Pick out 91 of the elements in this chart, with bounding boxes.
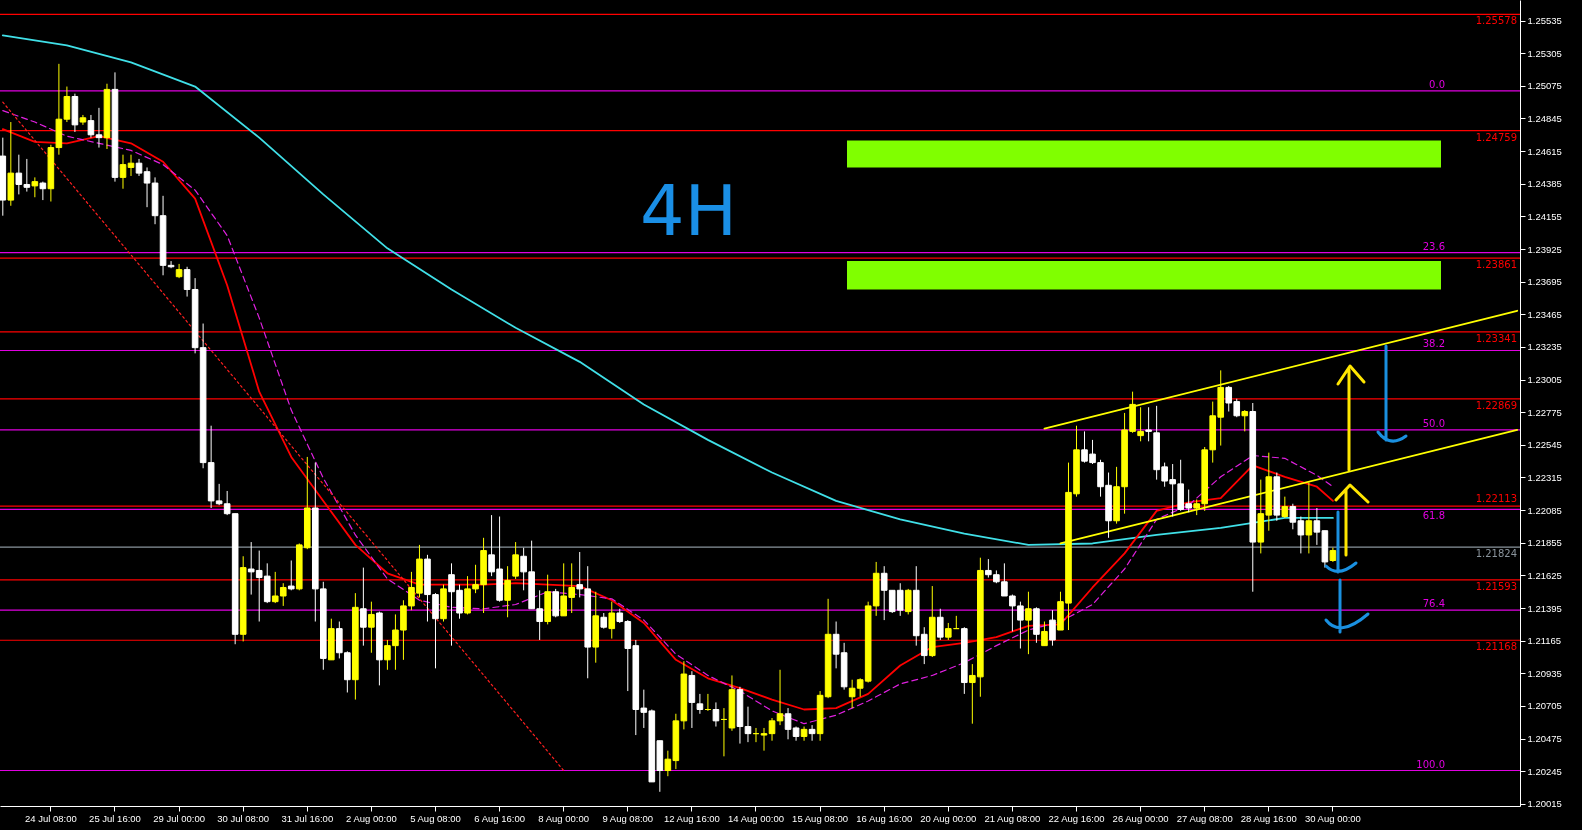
y-tick-label: 1.20015 — [1527, 798, 1562, 810]
y-tick-label: 1.21165 — [1527, 635, 1562, 647]
candlestick — [1241, 409, 1249, 432]
candlestick — [776, 669, 784, 726]
annotation: 50.0 — [1422, 417, 1445, 429]
y-tick-label: 1.20475 — [1527, 733, 1562, 745]
x-tick-label: 24 Jul 08:00 — [25, 812, 77, 824]
candlestick — [31, 176, 39, 198]
ref-line-label: 1.25578 — [1475, 15, 1517, 27]
x-tick-label: 6 Aug 16:00 — [474, 812, 525, 824]
y-tick-label: 1.21625 — [1527, 569, 1562, 581]
candlestick — [760, 727, 768, 752]
candlestick — [784, 707, 792, 740]
candlestick — [936, 608, 944, 641]
candlestick — [1281, 496, 1289, 519]
candlestick — [768, 717, 776, 742]
y-tick-label: 1.25305 — [1527, 47, 1562, 59]
ref-line-label: 1.23341 — [1475, 332, 1517, 344]
ref-line-label: 1.21824 — [1475, 548, 1517, 560]
candlestick — [712, 701, 720, 728]
y-tick-label: 1.23235 — [1527, 341, 1562, 353]
x-tick-label: 27 Aug 08:00 — [1176, 812, 1233, 824]
y-tick-label: 1.25535 — [1527, 15, 1562, 27]
annotation: 0.0 — [1429, 78, 1445, 90]
y-tick-label: 1.22545 — [1527, 439, 1562, 451]
x-tick-label: 25 Jul 16:00 — [89, 812, 141, 824]
y-tick-label: 1.23695 — [1527, 276, 1562, 288]
x-tick-label: 31 Jul 16:00 — [281, 812, 334, 824]
candlestick — [808, 724, 816, 742]
y-tick-label: 1.24155 — [1527, 210, 1562, 222]
candlestick — [119, 154, 127, 190]
candlestick — [87, 114, 95, 139]
candlestick — [1041, 621, 1048, 647]
annotation: 61.8 — [1422, 510, 1445, 522]
candlestick — [1145, 406, 1152, 442]
y-tick-label: 1.23925 — [1527, 243, 1562, 255]
y-tick-label: 1.24845 — [1527, 112, 1562, 124]
x-tick-label: 29 Jul 00:00 — [153, 812, 205, 824]
x-tick-label: 28 Aug 16:00 — [1240, 812, 1297, 824]
annotation: 76.4 — [1422, 598, 1445, 610]
line-series — [1, 34, 1334, 546]
annotation: 100.0 — [1416, 758, 1445, 770]
candlestick — [368, 601, 375, 654]
x-tick-label: 20 Aug 00:00 — [920, 812, 977, 824]
y-tick-label: 1.23465 — [1527, 308, 1562, 320]
ref-line-label: 1.22869 — [1475, 399, 1517, 411]
x-tick-label: 5 Aug 08:00 — [410, 812, 461, 824]
x-tick-label: 15 Aug 08:00 — [792, 812, 849, 824]
x-tick-label: 26 Aug 00:00 — [1112, 812, 1169, 824]
y-tick-label: 1.24615 — [1527, 145, 1562, 157]
y-tick-label: 1.20245 — [1527, 765, 1562, 777]
annotation: 38.2 — [1422, 338, 1445, 350]
x-tick-label: 2 Aug 00:00 — [346, 812, 397, 824]
y-tick-label: 1.22085 — [1527, 504, 1562, 516]
ref-line-label: 1.21168 — [1475, 641, 1517, 653]
candlestick — [744, 706, 752, 743]
y-tick-label: 1.24385 — [1527, 178, 1562, 190]
x-tick-label: 30 Jul 08:00 — [217, 812, 270, 824]
y-tick-label: 1.21855 — [1527, 537, 1562, 549]
x-tick-label: 14 Aug 00:00 — [727, 812, 784, 824]
x-tick-label: 21 Aug 08:00 — [984, 812, 1041, 824]
annotation: 23.6 — [1422, 240, 1445, 252]
y-tick-label: 1.20705 — [1527, 700, 1562, 712]
candlestick — [1025, 591, 1032, 655]
y-tick-label: 1.21395 — [1527, 602, 1562, 614]
candlestick — [143, 166, 151, 208]
candlestick — [360, 567, 367, 647]
y-tick-label: 1.23005 — [1527, 374, 1562, 386]
y-tick-label: 1.22775 — [1527, 406, 1562, 418]
candlestick — [696, 693, 704, 715]
ref-line-label: 1.24759 — [1475, 131, 1517, 143]
annotation: 4H — [640, 170, 738, 252]
x-tick-label: 9 Aug 08:00 — [602, 812, 654, 824]
x-tick-label: 12 Aug 16:00 — [663, 812, 720, 824]
ref-line-label: 1.23861 — [1475, 259, 1517, 271]
candlestick — [512, 541, 519, 580]
candlestick — [287, 560, 295, 591]
candlestick — [904, 588, 912, 615]
y-tick-label: 1.22315 — [1527, 472, 1562, 483]
y-tick-label: 1.20935 — [1527, 667, 1562, 679]
candlestick — [504, 565, 511, 618]
candlestick — [95, 107, 103, 149]
x-tick-label: 8 Aug 00:00 — [538, 812, 590, 824]
candlestick — [608, 601, 616, 640]
ref-line-label: 1.22113 — [1475, 493, 1517, 505]
x-tick-label: 22 Aug 16:00 — [1048, 812, 1105, 824]
candlestick — [1049, 609, 1056, 647]
x-tick-label: 16 Aug 16:00 — [856, 812, 913, 824]
ref-line-label: 1.21593 — [1475, 580, 1517, 592]
x-tick-label: 30 Aug 00:00 — [1304, 812, 1361, 824]
y-tick-label: 1.25075 — [1527, 80, 1562, 92]
